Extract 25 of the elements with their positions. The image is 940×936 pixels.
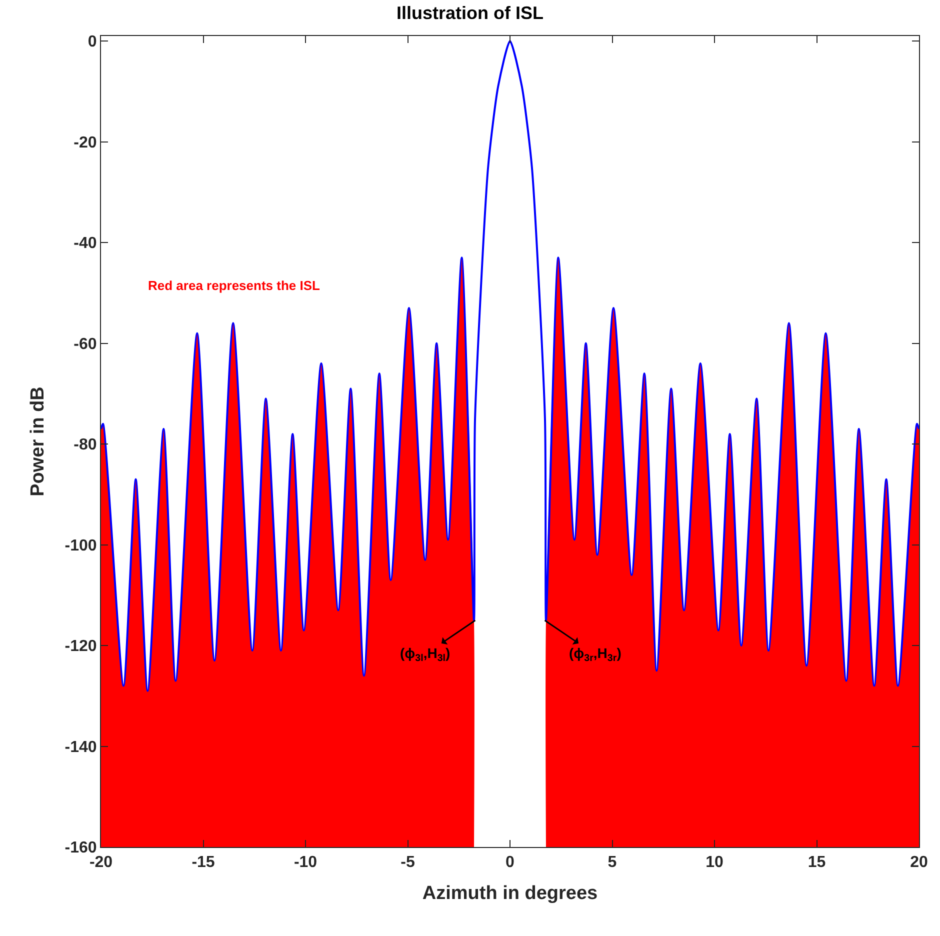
x-tick-label: -20 <box>89 854 113 872</box>
x-axis-title: Azimuth in degrees <box>422 883 598 904</box>
chart-title: Illustration of ISL <box>396 3 544 24</box>
y-tick-label: -80 <box>74 436 97 454</box>
x-tick-label: 10 <box>706 854 724 872</box>
y-axis-title: Power in dB <box>28 386 49 496</box>
y-tick-label: 0 <box>88 34 97 51</box>
y-tick-label: -40 <box>74 235 97 252</box>
x-tick-label: 15 <box>808 854 826 872</box>
y-tick-label: -60 <box>74 336 97 353</box>
annotation: (ϕ$_{3l}$,H$_{3l}$) <box>400 645 450 664</box>
x-tick-label: 20 <box>910 854 928 872</box>
y-tick-label: -120 <box>64 638 97 656</box>
y-tick-label: -160 <box>64 840 97 857</box>
line-series <box>101 40 919 692</box>
x-tick-label: -10 <box>294 854 318 872</box>
x-tick-label: -5 <box>400 854 415 872</box>
y-tick-label: -100 <box>64 537 97 554</box>
x-tick-label: 5 <box>608 854 617 872</box>
x-tick-label: -15 <box>192 854 215 872</box>
annotation: Red area represents the ISL <box>148 278 320 293</box>
annotation: (ϕ$_{3r}$,H$_{3r}$) <box>569 645 622 664</box>
y-tick-label: -140 <box>64 738 97 756</box>
x-tick-label: 0 <box>506 854 515 872</box>
y-tick-label: -20 <box>74 134 97 152</box>
